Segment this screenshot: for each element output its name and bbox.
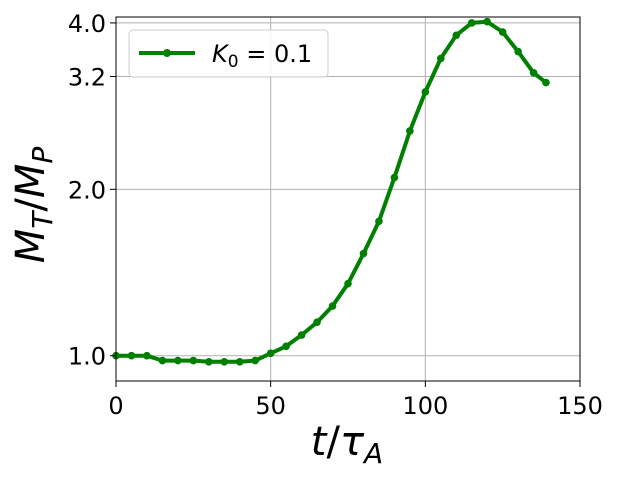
y-tick-label: 2.0 [68,176,106,204]
data-point [143,351,151,360]
data-point [542,78,550,87]
y-tick-label: 3.2 [68,63,106,91]
data-point [452,31,461,40]
data-point [359,249,368,258]
data-point [467,19,476,27]
data-point [127,351,136,360]
data-point [158,356,167,365]
data-point [251,356,259,365]
data-point [328,302,337,310]
x-axis-label: t/τA [311,419,383,470]
data-point [514,47,522,56]
x-tick-label: 100 [402,392,448,420]
data-point [390,173,399,182]
legend-marker [163,49,171,57]
series-layer [112,17,550,366]
data-point [235,357,244,366]
data-point [220,357,229,366]
data-point [498,28,507,36]
data-point [529,68,538,77]
data-point [406,127,414,135]
data-point [205,357,213,366]
y-axis-label: MT/MP [8,147,59,264]
data-point [375,217,383,226]
data-point [282,342,290,351]
plot-frame [115,16,581,382]
data-point [174,356,182,365]
x-tick-label: 150 [557,392,603,420]
x-tick-label: 0 [108,392,123,420]
ticks: 0 50 100 150 1.0 2.0 3.2 4.0 [68,10,603,420]
data-point [344,279,352,288]
data-point [483,17,492,26]
y-tick-label: 4.0 [68,10,106,38]
data-point [297,331,306,339]
data-point [189,356,198,365]
legend-frame [128,29,329,78]
legend: K0 = 0.1 [128,29,329,78]
data-point [266,349,275,358]
x-tick-label: 50 [255,392,286,420]
data-point [313,318,321,326]
data-point [437,54,445,63]
y-tick-label: 1.0 [68,343,106,371]
data-point [421,88,430,96]
legend-label: K0 = 0.1 [212,40,312,72]
